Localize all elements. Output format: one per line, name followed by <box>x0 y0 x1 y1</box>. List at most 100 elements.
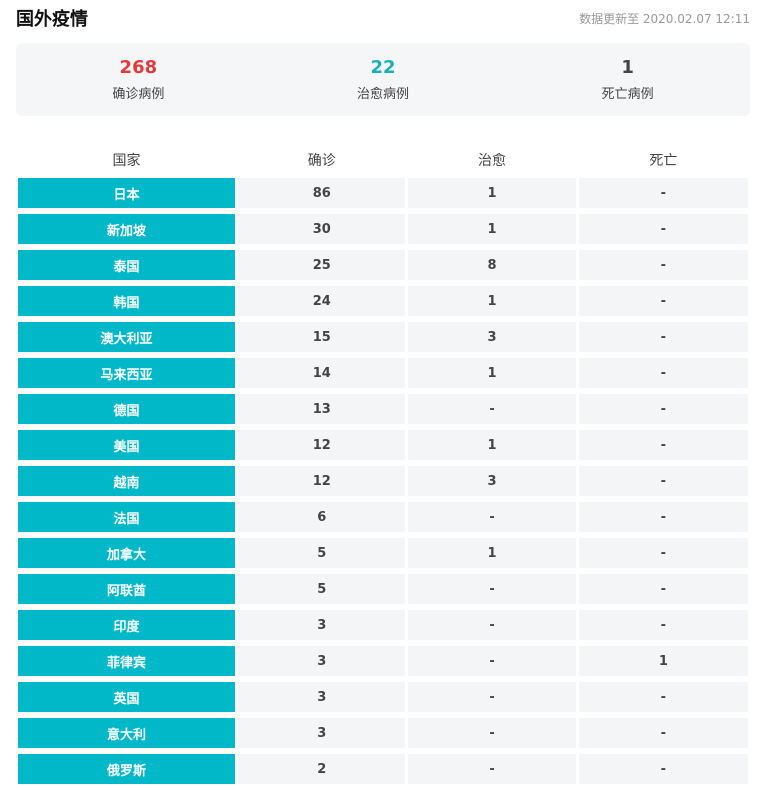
confirmed-cell: 3 <box>238 646 406 676</box>
country-cell: 日本 <box>18 178 236 208</box>
column-header-recovered: 治愈 <box>478 153 507 169</box>
recovered-cell: - <box>408 646 576 676</box>
column-header-country: 国家 <box>112 153 141 169</box>
country-cell: 意大利 <box>18 718 236 748</box>
table-row[interactable]: 美国 12 1- <box>18 430 748 460</box>
deaths-cell: - <box>578 610 748 640</box>
table-row[interactable]: 马来西亚 14 1- <box>18 358 748 388</box>
recovered-cell: 3 <box>408 322 576 352</box>
country-cell: 德国 <box>18 394 236 424</box>
confirmed-cell: 15 <box>238 322 406 352</box>
recovered-label: 治愈病例 <box>357 87 410 102</box>
confirmed-cell: 3 <box>238 610 406 640</box>
recovered-cell: - <box>408 394 576 424</box>
table-row[interactable]: 加拿大 5 1- <box>18 538 748 568</box>
deaths-total: 1 <box>621 57 634 78</box>
deaths-cell: - <box>578 466 748 496</box>
confirmed-cell: 5 <box>238 574 406 604</box>
recovered-cell: 8 <box>408 250 576 280</box>
deaths-cell: - <box>578 286 748 316</box>
country-table: 日本 86 1- 新加坡 30 1- 泰国 25 8- 韩国 24 1- 澳大利亚 15 3- 马来西亚 14 1… <box>18 178 748 790</box>
country-cell: 加拿大 <box>18 538 236 568</box>
recovered-cell: 1 <box>408 430 576 460</box>
table-row[interactable]: 阿联酋 5- - <box>18 574 748 604</box>
deaths-cell: 1 <box>578 646 748 676</box>
table-row[interactable]: 新加坡 30 1- <box>18 214 748 244</box>
recovered-cell: 1 <box>408 358 576 388</box>
table-row[interactable]: 越南 12 3- <box>18 466 748 496</box>
column-header-confirmed: 确诊 <box>307 153 336 169</box>
deaths-cell: - <box>578 574 748 604</box>
country-cell: 泰国 <box>18 250 236 280</box>
summary-recovered: 22 治愈病例 <box>261 43 506 116</box>
table-row[interactable]: 菲律宾 3-1 <box>18 646 748 676</box>
country-cell: 澳大利亚 <box>18 322 236 352</box>
recovered-cell: - <box>408 718 576 748</box>
confirmed-cell: 86 <box>238 178 406 208</box>
country-cell: 俄罗斯 <box>18 754 236 784</box>
country-cell: 阿联酋 <box>18 574 236 604</box>
table-row[interactable]: 英国 3- - <box>18 682 748 712</box>
deaths-cell: - <box>578 538 748 568</box>
recovered-cell: - <box>408 682 576 712</box>
country-cell: 越南 <box>18 466 236 496</box>
update-timestamp: 数据更新至 2020.02.07 12:11 <box>579 11 750 26</box>
table-row[interactable]: 德国 13- - <box>18 394 748 424</box>
recovered-cell: - <box>408 574 576 604</box>
confirmed-cell: 30 <box>238 214 406 244</box>
country-cell: 英国 <box>18 682 236 712</box>
deaths-cell: - <box>578 250 748 280</box>
summary-confirmed: 268 确诊病例 <box>16 43 261 116</box>
confirmed-cell: 2 <box>238 754 406 784</box>
recovered-cell: 1 <box>408 214 576 244</box>
recovered-cell: 1 <box>408 286 576 316</box>
recovered-cell: - <box>408 754 576 784</box>
table-row[interactable]: 印度 3- - <box>18 610 748 640</box>
table-row[interactable]: 澳大利亚 15 3- <box>18 322 748 352</box>
confirmed-total: 268 <box>119 57 158 78</box>
country-cell: 马来西亚 <box>18 358 236 388</box>
recovered-total: 22 <box>370 57 396 78</box>
deaths-cell: - <box>578 718 748 748</box>
deaths-cell: - <box>578 214 748 244</box>
confirmed-label: 确诊病例 <box>112 87 165 102</box>
deaths-label: 死亡病例 <box>601 87 654 102</box>
table-row[interactable]: 意大利 3- - <box>18 718 748 748</box>
deaths-cell: - <box>578 178 748 208</box>
confirmed-cell: 12 <box>238 466 406 496</box>
country-cell: 美国 <box>18 430 236 460</box>
table-row[interactable]: 泰国 25 8- <box>18 250 748 280</box>
table-row[interactable]: 韩国 24 1- <box>18 286 748 316</box>
summary-panel: 268 确诊病例 22 治愈病例 1 死亡病例 <box>16 43 750 116</box>
confirmed-cell: 3 <box>238 718 406 748</box>
confirmed-cell: 13 <box>238 394 406 424</box>
deaths-cell: - <box>578 754 748 784</box>
table-row[interactable]: 俄罗斯 2- - <box>18 754 748 784</box>
deaths-cell: - <box>578 430 748 460</box>
deaths-cell: - <box>578 322 748 352</box>
table-header: 国家 确诊 治愈 死亡 <box>18 148 748 172</box>
deaths-cell: - <box>578 358 748 388</box>
confirmed-cell: 12 <box>238 430 406 460</box>
country-cell: 韩国 <box>18 286 236 316</box>
confirmed-cell: 14 <box>238 358 406 388</box>
deaths-cell: - <box>578 394 748 424</box>
header: 国外疫情 数据更新至 2020.02.07 12:11 <box>16 6 750 30</box>
column-header-deaths: 死亡 <box>649 153 678 169</box>
country-cell: 法国 <box>18 502 236 532</box>
recovered-cell: 1 <box>408 178 576 208</box>
recovered-cell: 1 <box>408 538 576 568</box>
country-cell: 印度 <box>18 610 236 640</box>
deaths-cell: - <box>578 502 748 532</box>
deaths-cell: - <box>578 682 748 712</box>
recovered-cell: 3 <box>408 466 576 496</box>
confirmed-cell: 25 <box>238 250 406 280</box>
confirmed-cell: 3 <box>238 682 406 712</box>
confirmed-cell: 24 <box>238 286 406 316</box>
table-row[interactable]: 法国 6- - <box>18 502 748 532</box>
country-cell: 菲律宾 <box>18 646 236 676</box>
confirmed-cell: 5 <box>238 538 406 568</box>
table-row[interactable]: 日本 86 1- <box>18 178 748 208</box>
recovered-cell: - <box>408 610 576 640</box>
confirmed-cell: 6 <box>238 502 406 532</box>
